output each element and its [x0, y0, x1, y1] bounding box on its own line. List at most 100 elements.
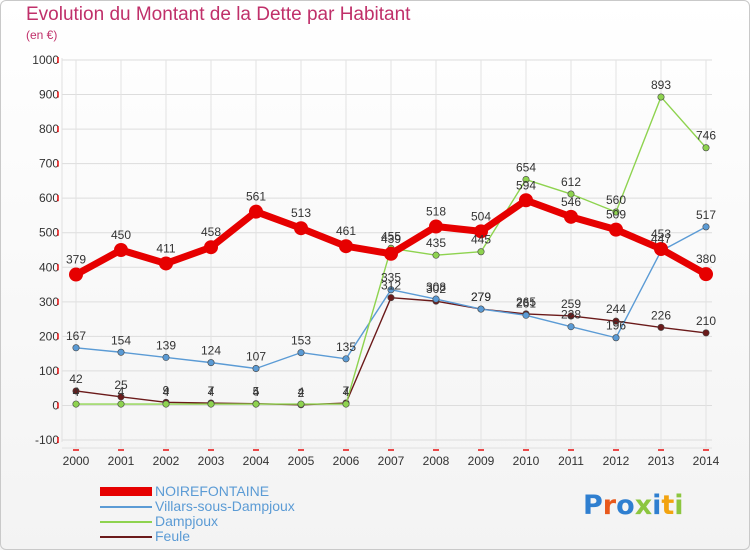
- data-label: 4: [343, 385, 350, 399]
- data-label: 517: [696, 208, 716, 222]
- y-tick-label: -100: [35, 433, 59, 447]
- data-label: 518: [426, 205, 446, 219]
- data-label: 546: [561, 195, 581, 209]
- data-point: [567, 312, 575, 320]
- data-label: 4: [208, 385, 215, 399]
- data-point: [72, 387, 80, 395]
- data-label: 7: [208, 384, 215, 398]
- data-point: [72, 400, 80, 408]
- y-tick-label: 300: [39, 295, 59, 309]
- data-label: 4: [73, 385, 80, 399]
- data-point: [609, 222, 623, 237]
- data-label: 228: [561, 308, 581, 322]
- legend-swatch-noirefontaine: [100, 487, 152, 496]
- x-tick-label: 2012: [603, 454, 630, 468]
- data-label: 210: [696, 314, 716, 328]
- data-point: [612, 317, 620, 325]
- logo-letter: i: [652, 490, 662, 521]
- data-point: [612, 208, 620, 216]
- data-point: [567, 323, 575, 331]
- data-label: 261: [516, 296, 536, 310]
- data-label: 107: [246, 349, 266, 363]
- data-point: [339, 239, 353, 254]
- data-label: 7: [343, 384, 350, 398]
- data-label: 2: [298, 386, 305, 400]
- x-tick-label: 2013: [648, 454, 675, 468]
- data-label: 124: [201, 344, 221, 358]
- data-label: 379: [66, 253, 86, 267]
- data-point: [429, 219, 443, 234]
- data-label: 196: [606, 319, 626, 333]
- data-label: 453: [651, 227, 671, 241]
- data-point: [117, 400, 125, 408]
- data-point: [249, 204, 263, 219]
- data-label: 560: [606, 193, 626, 207]
- data-label: 279: [471, 290, 491, 304]
- legend-swatch-villars: [100, 506, 152, 508]
- data-point: [702, 223, 710, 231]
- data-point: [204, 240, 218, 255]
- data-point: [702, 329, 710, 337]
- data-label: 461: [336, 224, 356, 238]
- x-tick-label: 2002: [153, 454, 180, 468]
- data-point: [654, 241, 668, 256]
- legend-swatch-dampjoux: [100, 521, 152, 523]
- data-point: [387, 294, 395, 302]
- data-label: 893: [651, 78, 671, 92]
- x-tick-label: 2014: [693, 454, 720, 468]
- data-label: 447: [651, 232, 671, 246]
- data-point: [342, 400, 350, 408]
- data-point: [117, 393, 125, 401]
- data-label: 259: [561, 297, 581, 311]
- y-tick-label: 900: [39, 88, 59, 102]
- logo-letter: x: [634, 490, 653, 521]
- data-label: 5: [253, 385, 260, 399]
- data-label: 654: [516, 161, 536, 175]
- x-tick-label: 2004: [243, 454, 270, 468]
- legend-label: Villars-sous-Dampjoux: [155, 498, 295, 514]
- data-label: 139: [156, 338, 176, 352]
- data-label: 9: [163, 383, 170, 397]
- data-point: [252, 400, 260, 408]
- data-label: 335: [381, 271, 401, 285]
- data-point: [657, 93, 665, 101]
- data-point: [432, 251, 440, 259]
- legend-swatch-feule: [100, 536, 152, 538]
- logo-letter: i: [674, 490, 684, 521]
- y-tick-label: 100: [39, 364, 59, 378]
- x-tick-label: 2007: [378, 454, 405, 468]
- data-label: 4: [253, 385, 260, 399]
- data-point: [297, 400, 305, 408]
- data-label: 380: [696, 252, 716, 266]
- y-tick-label: 400: [39, 260, 59, 274]
- data-point: [564, 209, 578, 224]
- x-tick-label: 2011: [558, 454, 584, 468]
- data-label: 153: [291, 334, 311, 348]
- data-point: [522, 176, 530, 184]
- chart-title: Evolution du Montant de la Dette par Hab…: [26, 4, 411, 25]
- data-label: 167: [66, 329, 86, 343]
- y-tick-label: 200: [39, 329, 59, 343]
- x-tick-label: 2001: [108, 454, 135, 468]
- x-tick-label: 2010: [513, 454, 540, 468]
- legend-label: Dampjoux: [155, 513, 219, 529]
- data-point: [162, 353, 170, 361]
- data-label: 504: [471, 209, 491, 223]
- data-point: [159, 256, 173, 271]
- data-point: [72, 344, 80, 352]
- x-tick-label: 2003: [198, 454, 225, 468]
- data-point: [567, 190, 575, 198]
- data-point: [699, 267, 713, 282]
- data-label: 226: [651, 308, 671, 322]
- series-group: [69, 93, 713, 409]
- data-point: [162, 400, 170, 408]
- data-point: [294, 221, 308, 236]
- data-point: [477, 248, 485, 256]
- y-tick-label: 800: [39, 122, 59, 136]
- data-point: [612, 334, 620, 342]
- data-point: [474, 224, 488, 239]
- data-point: [342, 355, 350, 363]
- y-tick-label: 0: [52, 398, 59, 412]
- data-label: 135: [336, 340, 356, 354]
